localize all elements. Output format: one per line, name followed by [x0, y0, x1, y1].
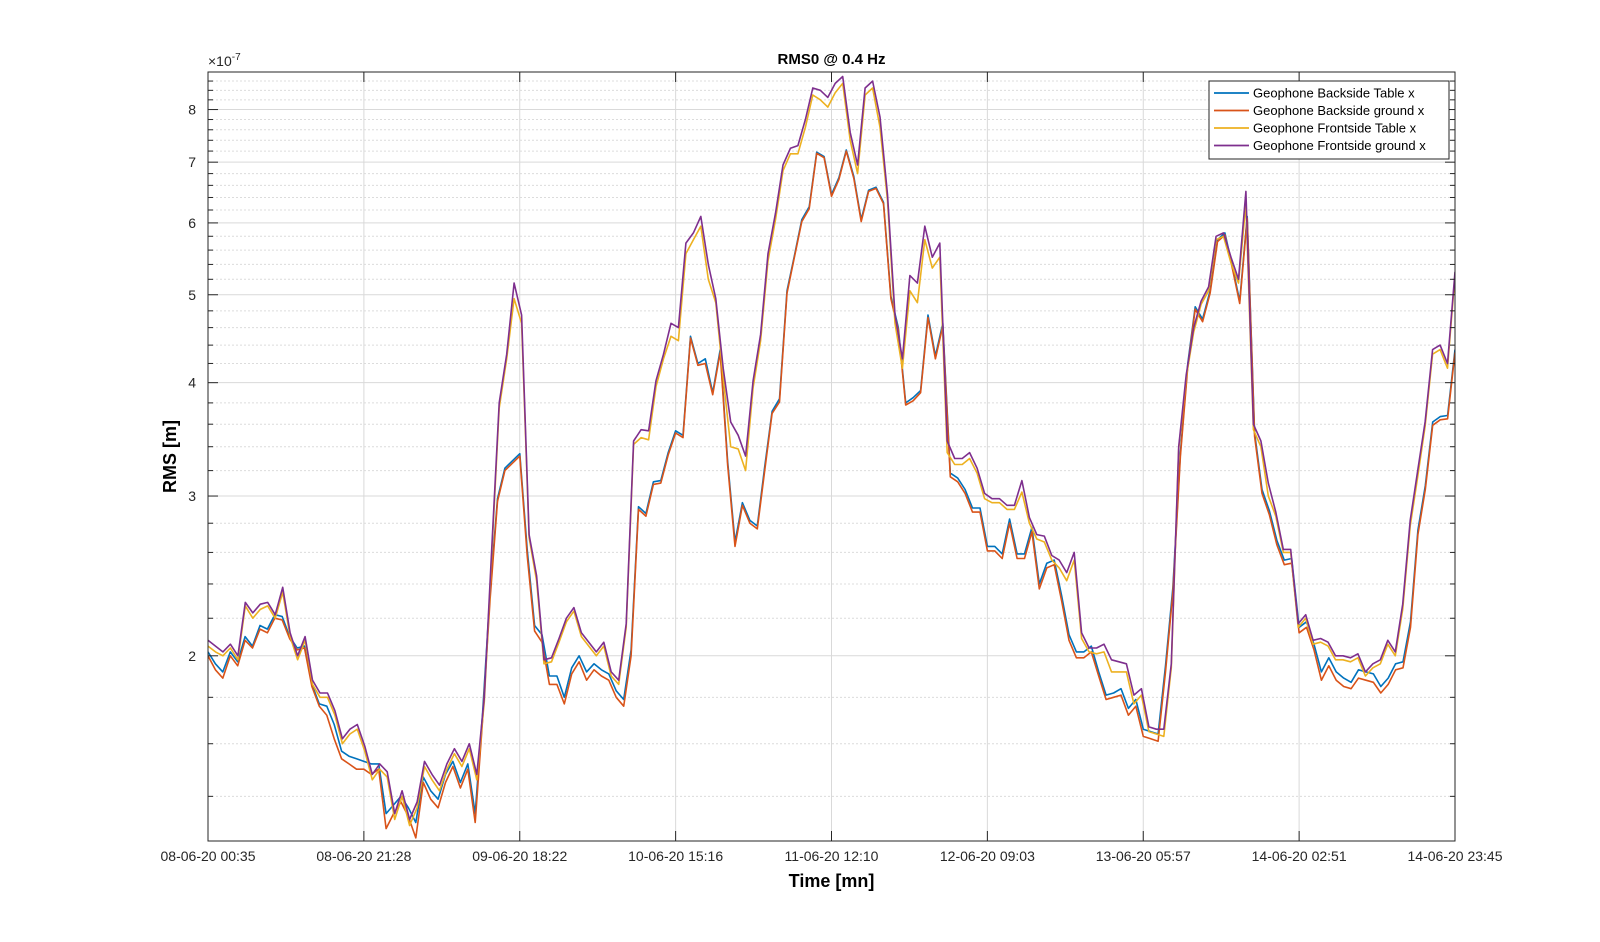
y-tick-label: 2: [188, 648, 196, 664]
y-tick-label: 6: [188, 215, 196, 231]
x-tick-label: 13-06-20 05:57: [1096, 848, 1191, 864]
y-exponent-base: ×10: [208, 53, 232, 69]
y-tick-label: 4: [188, 375, 196, 391]
x-tick-label: 08-06-20 21:28: [316, 848, 411, 864]
legend[interactable]: Geophone Backside Table x Geophone Backsi…: [1208, 80, 1450, 160]
y-axis-title: RMS [m]: [160, 420, 180, 493]
x-tick-label: 11-06-20 12:10: [785, 848, 879, 864]
x-tick-label: 12-06-20 09:03: [940, 848, 1035, 864]
legend-entry-label: Geophone Frontside Table x: [1253, 121, 1417, 136]
x-tick-label: 09-06-20 18:22: [472, 848, 567, 864]
series-line-4: [208, 75, 1455, 821]
y-tick-label: 5: [188, 287, 196, 303]
tick-layer: 2 3 4 5 6 7 8 08-06-20 00:35 08-06-20 21:28 09-06…: [161, 72, 1503, 864]
y-exponent-power: -7: [232, 52, 241, 63]
x-tick-label: 14-06-20 23:45: [1408, 848, 1503, 864]
series-layer: [208, 75, 1455, 839]
x-tick-label: 10-06-20 15:16: [628, 848, 723, 864]
y-tick-label: 8: [188, 102, 196, 118]
legend-entry-label: Geophone Backside Table x: [1253, 86, 1415, 101]
legend-entry-label: Geophone Frontside ground x: [1253, 138, 1426, 153]
chart-title: RMS0 @ 0.4 Hz: [778, 51, 886, 68]
y-tick-label: 3: [188, 488, 196, 504]
x-tick-label: 14-06-20 02:51: [1252, 848, 1347, 864]
x-tick-label: 08-06-20 00:35: [161, 848, 256, 864]
y-axis-exponent: ×10-7: [208, 52, 241, 69]
x-axis-title: Time [mn]: [789, 871, 875, 891]
y-tick-label: 7: [188, 154, 196, 170]
legend-entry-label: Geophone Backside ground x: [1253, 103, 1425, 118]
